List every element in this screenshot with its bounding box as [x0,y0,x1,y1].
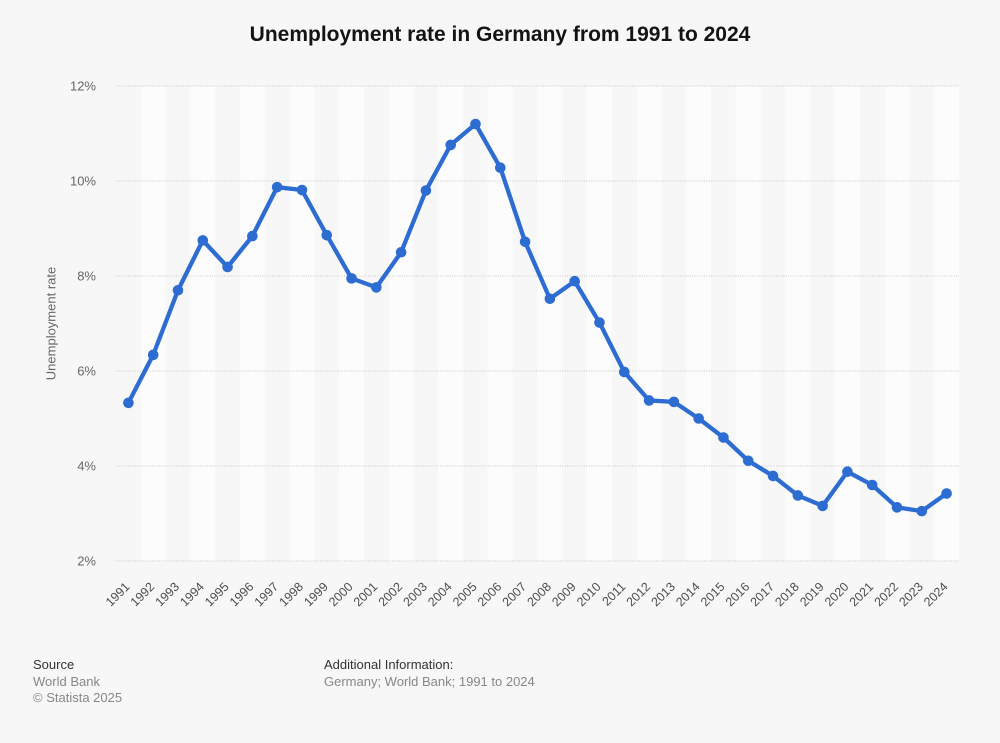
svg-text:8%: 8% [77,269,96,284]
svg-text:12%: 12% [70,79,96,94]
svg-text:Unemployment rate in Germany f: Unemployment rate in Germany from 1991 t… [250,23,751,46]
svg-text:Unemployment rate: Unemployment rate [44,267,59,380]
svg-text:2%: 2% [77,554,96,569]
svg-text:10%: 10% [70,174,96,189]
svg-text:Germany; World Bank; 1991 to 2: Germany; World Bank; 1991 to 2024 [324,674,535,689]
svg-text:Source: Source [33,657,74,672]
svg-text:Additional Information:: Additional Information: [324,657,453,672]
svg-text:6%: 6% [77,364,96,379]
svg-text:World Bank: World Bank [33,674,100,689]
svg-text:© Statista 2025: © Statista 2025 [33,690,122,705]
svg-text:4%: 4% [77,459,96,474]
